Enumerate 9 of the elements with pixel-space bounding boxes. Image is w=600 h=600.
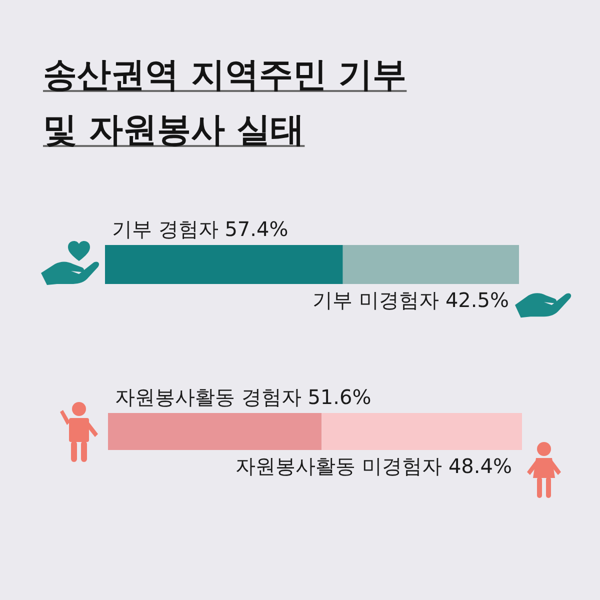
series-label: 기부 경험자: [112, 217, 218, 241]
data-label: 42.5%: [445, 288, 509, 312]
data-label: 48.4%: [448, 454, 512, 478]
series-label: 기부 미경험자: [312, 288, 440, 312]
chart-title: 송산권역 지역주민 기부 및 자원봉사 실태: [43, 55, 407, 150]
series-label: 자원봉사활동 미경험자: [236, 454, 442, 478]
series-label: 자원봉사활동 경험자: [115, 385, 302, 409]
data-label: 57.4%: [224, 217, 288, 241]
data-label: 51.6%: [308, 385, 372, 409]
